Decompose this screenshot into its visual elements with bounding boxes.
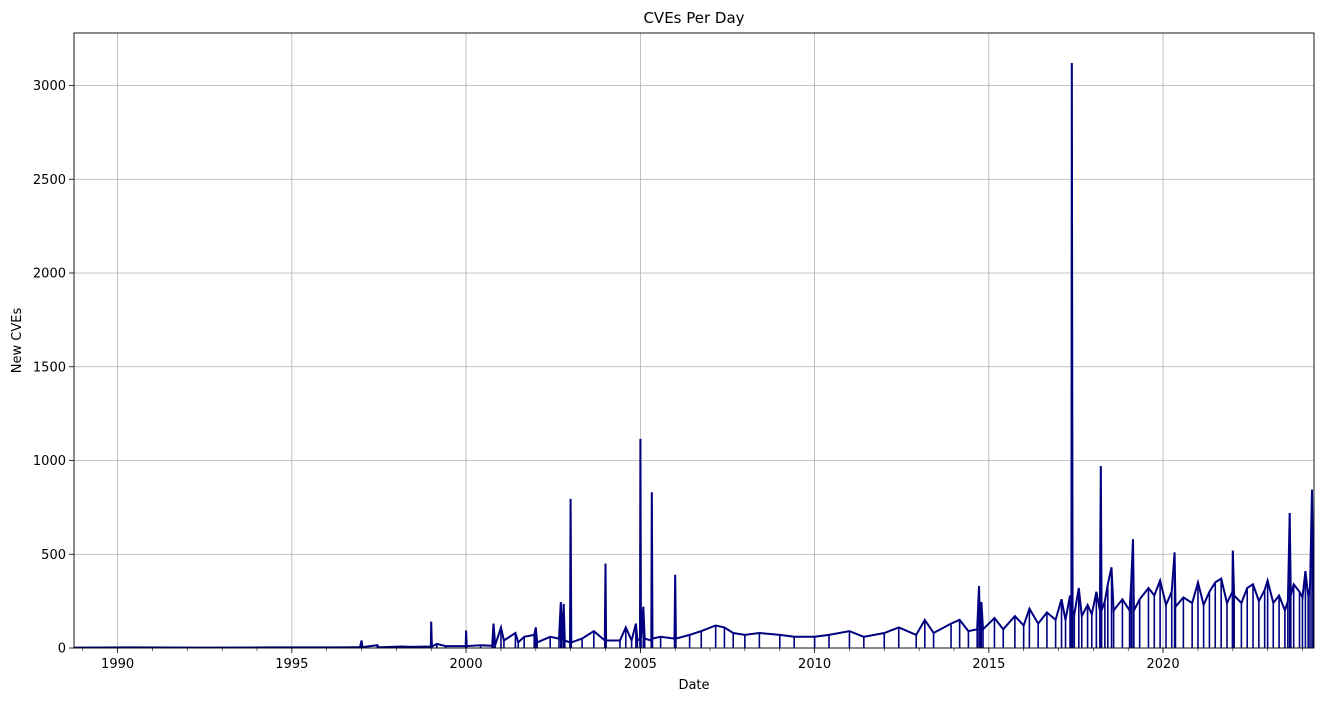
grid xyxy=(74,33,1314,649)
y-axis-label: New CVEs xyxy=(10,308,25,374)
y-tick-label: 2000 xyxy=(33,267,66,282)
y-tick-label: 500 xyxy=(41,548,66,563)
x-tick-label: 1990 xyxy=(101,657,134,672)
y-tick-label: 1000 xyxy=(33,454,66,469)
y-tick-label: 0 xyxy=(58,642,66,657)
x-tick-label: 2005 xyxy=(624,657,657,672)
y-axis: 0 500 1000 1500 2000 2500 3000 xyxy=(33,79,74,657)
x-tick-label: 2015 xyxy=(972,657,1005,672)
series-line-0 xyxy=(74,62,1314,648)
x-axis: 1990 1995 2000 2005 2010 2015 2020 xyxy=(82,648,1303,672)
y-tick-label: 1500 xyxy=(33,360,66,375)
x-tick-label: 1995 xyxy=(275,657,308,672)
y-tick-label: 3000 xyxy=(33,79,66,94)
chart-title: CVEs Per Day xyxy=(643,9,744,27)
x-axis-label: Date xyxy=(678,678,709,693)
x-tick-label: 2000 xyxy=(450,657,483,672)
plot-frame xyxy=(73,32,1315,649)
series-layer xyxy=(74,62,1314,648)
x-tick-label: 2020 xyxy=(1147,657,1180,672)
series-area-0 xyxy=(74,63,1313,648)
y-tick-label: 2500 xyxy=(33,173,66,188)
x-tick-label: 2010 xyxy=(798,657,831,672)
